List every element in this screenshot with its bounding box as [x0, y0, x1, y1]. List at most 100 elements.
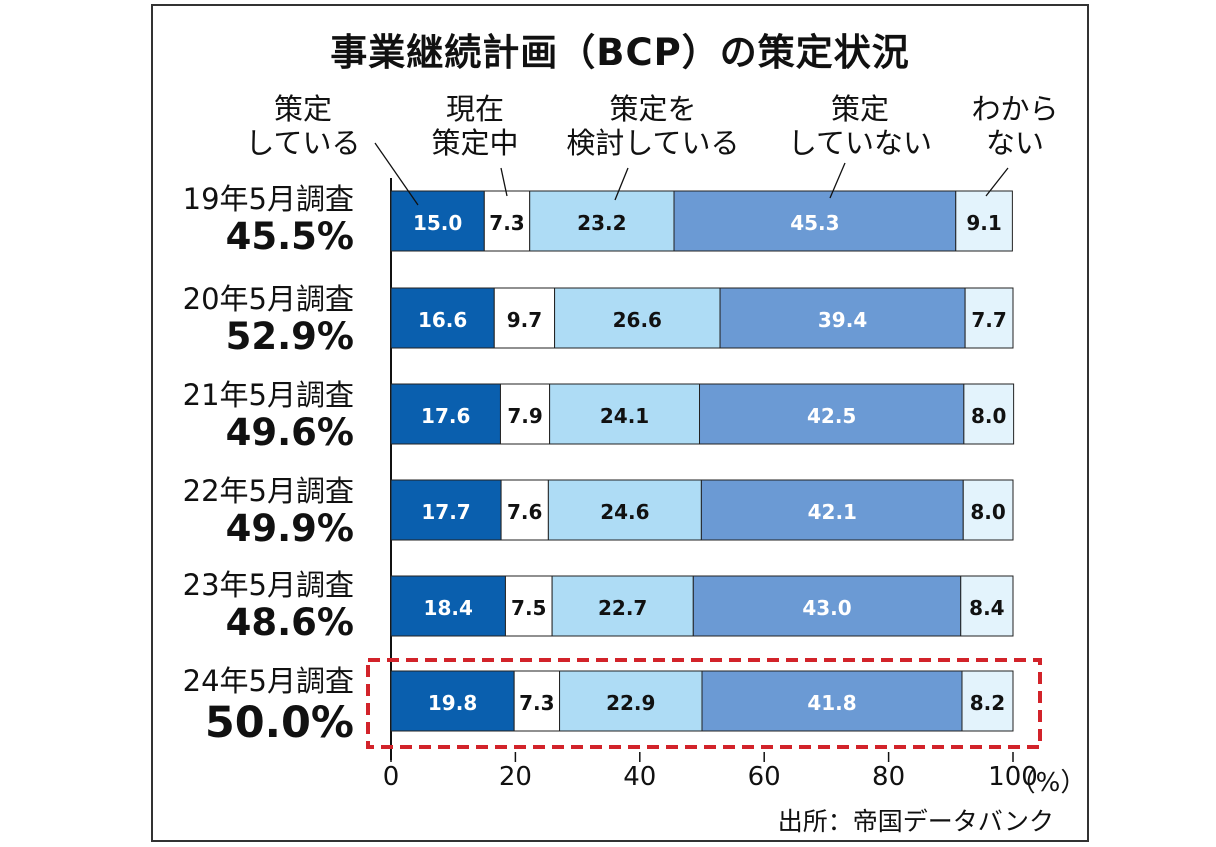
x-tick-100: 100 — [988, 762, 1038, 792]
bar-segment — [963, 383, 1015, 445]
bar-segment — [699, 383, 965, 445]
legend-label-in-progress: 現在 策定中 — [431, 92, 519, 160]
bar-value-label: 45.3 — [790, 211, 839, 235]
bar-value-label: 22.7 — [598, 596, 647, 620]
bar-segment — [499, 383, 551, 445]
row-label-2020: 20年5月調査 52.9% — [183, 282, 354, 358]
bar-value-label: 42.1 — [808, 500, 857, 524]
bar-segment — [504, 575, 553, 637]
bar-value-label: 7.5 — [511, 596, 546, 620]
bar-segment — [700, 479, 964, 541]
row-survey-label: 20年5月調査 — [182, 282, 354, 316]
bar-value-label: 7.7 — [971, 308, 1006, 332]
bar-segment — [500, 479, 549, 541]
bar-segment — [962, 479, 1014, 541]
chart-title: 事業継続計画（BCP）の策定状況 — [330, 31, 910, 74]
bar-value-label: 24.1 — [600, 404, 649, 428]
bar-value-label: 17.7 — [421, 500, 470, 524]
leader-line — [829, 162, 846, 199]
row-total-value: 45.5% — [225, 215, 354, 258]
legend-label-considering: 策定を 検討している — [566, 92, 740, 160]
bar-value-label: 17.6 — [421, 404, 470, 428]
bar-value-label: 43.0 — [802, 596, 851, 620]
bar-segment — [493, 287, 556, 349]
bar-segment — [559, 670, 703, 732]
row-label-2021: 21年5月調査 49.6% — [183, 378, 354, 454]
bar-segment — [719, 287, 966, 349]
x-tick-80: 80 — [872, 762, 906, 792]
row-survey-label: 24年5月調査 — [182, 664, 354, 698]
bar-value-label: 8.2 — [970, 691, 1005, 715]
bar-segment — [692, 575, 962, 637]
bar-value-label: 8.0 — [970, 500, 1005, 524]
bar-value-label: 18.4 — [424, 596, 473, 620]
bar-value-label: 16.6 — [418, 308, 467, 332]
bar-segment — [964, 287, 1014, 349]
row-total-value: 49.9% — [225, 507, 354, 550]
row-survey-label: 19年5月調査 — [182, 182, 354, 216]
bar-value-label: 8.0 — [971, 404, 1006, 428]
row-total-value: 52.9% — [225, 315, 354, 358]
bar-value-label: 7.3 — [489, 211, 524, 235]
leader-line — [500, 167, 508, 197]
row-total-value: 48.6% — [225, 601, 354, 644]
bar-segment — [551, 575, 694, 637]
bar-value-label: 26.6 — [613, 308, 662, 332]
row-label-2019: 19年5月調査 45.5% — [183, 182, 354, 258]
leader-line — [374, 142, 419, 206]
row-survey-label: 22年5月調査 — [182, 474, 354, 508]
bar-value-label: 41.8 — [807, 691, 856, 715]
x-axis-unit: （%） — [1009, 768, 1087, 798]
bar-segment — [483, 190, 531, 252]
x-tick-0: 0 — [382, 762, 400, 792]
x-tick-60: 60 — [747, 762, 781, 792]
bar-value-label: 9.1 — [966, 211, 1001, 235]
leader-line — [985, 167, 1009, 197]
bar-segment — [554, 287, 721, 349]
bar-segment — [390, 287, 495, 349]
bar-value-label: 15.0 — [413, 211, 462, 235]
bar-value-label: 23.2 — [577, 211, 626, 235]
chart-frame — [151, 4, 1089, 842]
x-tick-20: 20 — [498, 762, 532, 792]
bar-segment — [390, 190, 485, 252]
bar-segment — [960, 575, 1014, 637]
bar-value-label: 7.9 — [507, 404, 542, 428]
bar-segment — [961, 670, 1014, 732]
bar-segment — [513, 670, 561, 732]
legend-label-unknown: わから ない — [971, 92, 1059, 160]
bar-segment — [390, 383, 501, 445]
highlight-box — [366, 658, 1042, 749]
bar-segment — [955, 190, 1013, 252]
bar-segment — [549, 383, 701, 445]
row-survey-label: 21年5月調査 — [182, 378, 354, 412]
bar-segment — [390, 479, 502, 541]
bar-segment — [701, 670, 963, 732]
bar-value-label: 39.4 — [818, 308, 867, 332]
leader-line — [614, 167, 629, 201]
bar-segment — [390, 575, 506, 637]
bar-value-label: 9.7 — [507, 308, 542, 332]
legend-label-not-established: 策定 していない — [787, 92, 933, 160]
row-total-value: 49.6% — [225, 411, 354, 454]
bar-value-label: 22.9 — [606, 691, 655, 715]
bar-value-label: 42.5 — [807, 404, 856, 428]
bar-value-label: 24.6 — [600, 500, 649, 524]
bar-value-label: 7.6 — [507, 500, 542, 524]
row-label-2022: 22年5月調査 49.9% — [183, 474, 354, 550]
bar-segment — [390, 670, 515, 732]
row-survey-label: 23年5月調査 — [182, 568, 354, 602]
legend-label-established: 策定 している — [245, 92, 361, 160]
bar-value-label: 19.8 — [428, 691, 477, 715]
bar-value-label: 7.3 — [519, 691, 554, 715]
source-note: 出所：帝国データバンク — [777, 807, 1054, 836]
bar-segment — [529, 190, 675, 252]
x-tick-40: 40 — [623, 762, 657, 792]
bar-segment — [547, 479, 702, 541]
row-total-value: 50.0% — [204, 698, 354, 748]
row-label-2023: 23年5月調査 48.6% — [183, 568, 354, 644]
bar-value-label: 8.4 — [969, 596, 1004, 620]
row-label-2024: 24年5月調査 50.0% — [183, 664, 354, 748]
bar-segment — [673, 190, 957, 252]
